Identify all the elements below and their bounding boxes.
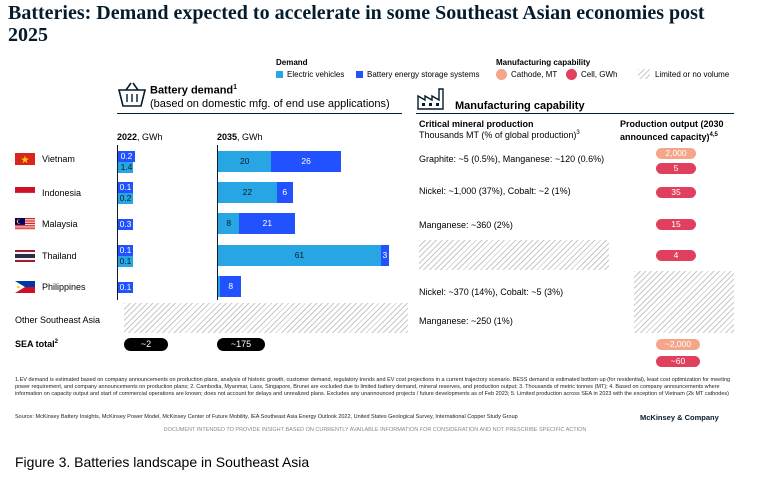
mineral-vietnam: Graphite: ~5 (0.5%), Manganese: ~120 (0.… <box>419 154 605 164</box>
legend-bess-label: Battery energy storage systems <box>367 70 480 79</box>
label-2035-philippines-bess: 8 <box>228 281 234 291</box>
bar-2035-philippines-ev <box>218 276 220 297</box>
bar-2022-philippines-bess <box>118 282 133 293</box>
legend-cathode-dot <box>496 69 507 80</box>
bar-2035-malaysia-bess <box>239 213 296 234</box>
chart-title: Batteries: Demand expected to accelerate… <box>8 2 705 46</box>
country-label-philippines: Philippines <box>42 282 86 292</box>
label-2022-philippines-bess: 0.1 <box>119 282 132 292</box>
cathode-pill-total: ~2,000 <box>656 339 700 350</box>
bar-2022-indonesia-ev <box>118 193 133 204</box>
disclaimer: DOCUMENT INTENDED TO PROVIDE INSIGHT BAS… <box>163 427 587 433</box>
bar-2035-indonesia-bess <box>276 182 293 203</box>
label-2022-vietnam-ev: 1.4 <box>120 162 133 172</box>
mineral-malaysia: Manganese: ~360 (2%) <box>419 220 513 230</box>
legend-limited-swatch <box>638 69 650 79</box>
output-limited-hatch <box>634 271 734 333</box>
label-2022-thailand-ev: 0.1 <box>119 256 132 266</box>
label-2035-malaysia-bess: 21 <box>262 218 273 228</box>
country-label-indonesia: Indonesia <box>42 188 82 198</box>
factory-icon <box>417 88 444 110</box>
total-2035-pill: ~175 <box>217 338 265 351</box>
legend-ev-swatch <box>276 71 283 78</box>
mfg-divider <box>416 113 734 114</box>
bar-2022-indonesia-bess <box>118 182 133 193</box>
mfg-section-title: Manufacturing capability <box>455 100 585 112</box>
country-label-other-sea: Other Southeast Asia <box>15 315 101 325</box>
label-2035-malaysia-ev: 8 <box>226 218 232 228</box>
malaysia-flag-icon <box>15 218 35 230</box>
indonesia-flag-icon <box>15 187 35 199</box>
label-2035-thailand-ev: 61 <box>294 250 305 260</box>
footnotes: 1.EV demand is estimated based on compan… <box>15 377 731 397</box>
cell-pill-indonesia: 35 <box>656 187 696 198</box>
mineral-other-sea: Manganese: ~250 (1%) <box>419 316 513 326</box>
demand-divider <box>117 113 402 114</box>
critical-mineral-subheader: Thousands MT (% of global production)3 <box>419 130 580 140</box>
legend-cell-label: Cell, GWh <box>581 70 618 79</box>
bar-2035-indonesia-ev <box>218 182 277 203</box>
bar-2022-vietnam-ev <box>118 162 133 173</box>
label-2035-thailand-bess: 3 <box>382 250 388 260</box>
cell-pill-malaysia: 15 <box>656 219 696 230</box>
basket-icon <box>117 82 147 107</box>
label-2035-indonesia-bess: 6 <box>282 187 288 197</box>
demand-section-title: Battery demand1 <box>150 84 238 97</box>
bar-2035-vietnam-ev <box>218 151 272 172</box>
bar-2022-thailand-ev <box>118 256 133 267</box>
bar-2022-malaysia-bess <box>118 219 133 230</box>
country-label-vietnam: Vietnam <box>42 154 75 164</box>
mineral-thailand-limited-hatch <box>419 240 609 270</box>
label-2035-vietnam-bess: 26 <box>301 156 311 166</box>
bar-2035-malaysia-ev <box>218 213 240 234</box>
sea-total-label: SEA total2 <box>15 339 59 349</box>
country-label-thailand: Thailand <box>42 251 77 261</box>
axis-2035 <box>217 145 218 300</box>
bar-2035-philippines-bess <box>220 276 242 297</box>
legend-bess-swatch <box>356 71 363 78</box>
philippines-flag-icon <box>15 281 35 293</box>
demand-section-subtitle: (based on domestic mfg. of end use appli… <box>150 98 390 110</box>
vietnam-flag-icon <box>15 153 35 165</box>
legend-cell-dot <box>566 69 577 80</box>
source-text: Source: McKinsey Battery Insights, McKin… <box>15 414 518 420</box>
mineral-indonesia: Nickel: ~1,000 (37%), Cobalt: ~2 (1%) <box>419 186 571 196</box>
mineral-philippines: Nickel: ~370 (14%), Cobalt: ~5 (3%) <box>419 287 564 297</box>
label-2022-malaysia-bess: 0.3 <box>119 219 132 229</box>
bar-2035-thailand-ev <box>218 245 381 266</box>
production-output-header: Production output (2030 announced capaci… <box>620 119 724 142</box>
col-2022-header: 2022, GWh <box>117 132 163 142</box>
label-2022-indonesia-bess: 0.1 <box>119 182 132 192</box>
country-label-malaysia: Malaysia <box>42 219 78 229</box>
label-2035-indonesia-ev: 22 <box>242 187 253 197</box>
legend-mfg-header: Manufacturing capability <box>496 58 591 67</box>
axis-2022 <box>117 145 118 300</box>
total-2022-pill: ~2 <box>124 338 168 351</box>
cell-pill-vietnam: 5 <box>656 163 696 174</box>
col-2035-header: 2035, GWh <box>217 132 263 142</box>
cell-pill-thailand: 4 <box>656 250 696 261</box>
cathode-pill-vietnam: 2,000 <box>656 148 696 159</box>
label-2022-vietnam-bess: 0.2 <box>120 151 133 161</box>
thailand-flag-icon <box>15 250 35 262</box>
brand-text: McKinsey & Company <box>640 413 719 422</box>
legend-limited-label: Limited or no volume <box>655 70 730 79</box>
legend-cathode-label: Cathode, MT <box>511 70 558 79</box>
label-2022-indonesia-ev: 0.2 <box>119 193 132 203</box>
critical-mineral-header: Critical mineral production <box>419 119 534 129</box>
bar-2035-vietnam-bess <box>271 151 341 172</box>
legend-demand-header: Demand <box>276 58 308 67</box>
cell-pill-total: ~60 <box>656 356 700 367</box>
bar-2022-vietnam-bess <box>118 151 135 162</box>
label-2035-vietnam-ev: 20 <box>239 156 250 166</box>
label-2022-thailand-bess: 0.1 <box>119 245 132 255</box>
bar-2022-thailand-bess <box>118 245 133 256</box>
legend-ev-label: Electric vehicles <box>287 70 345 79</box>
bar-2035-thailand-bess <box>380 245 389 266</box>
other-sea-limited-hatch <box>124 303 408 333</box>
figure-caption: Figure 3. Batteries landscape in Southea… <box>15 454 310 470</box>
